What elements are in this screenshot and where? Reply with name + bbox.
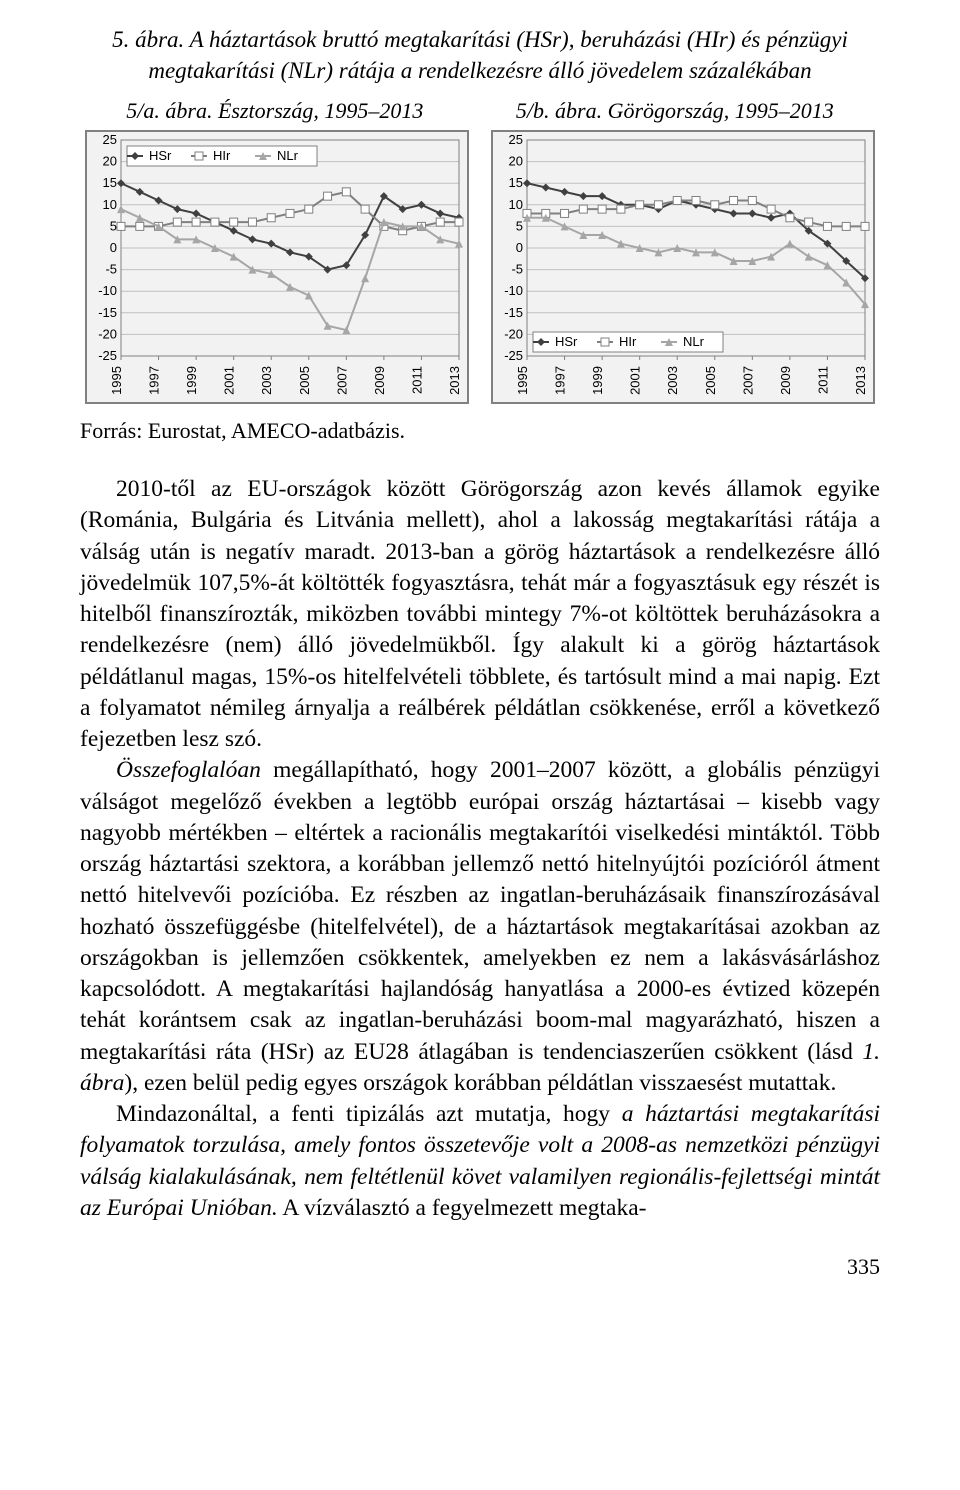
legend-label-NLr: NLr [277, 148, 299, 163]
marker-square [230, 218, 238, 226]
legend-label-HSr: HSr [555, 334, 578, 349]
marker-square [455, 218, 463, 226]
svg-text:15: 15 [103, 175, 117, 190]
marker-square [561, 210, 569, 218]
svg-text:2009: 2009 [372, 366, 387, 395]
legend-label-HIr: HIr [619, 334, 637, 349]
marker-square [305, 205, 313, 213]
legend-label-NLr: NLr [683, 334, 705, 349]
svg-text:10: 10 [103, 197, 117, 212]
marker-square [823, 222, 831, 230]
chart-a-estonia: 25 20 15 10 5 0 -5 -10 -15 -20 -25 1995 1997 1999 2001… [85, 130, 469, 404]
svg-text:2007: 2007 [334, 366, 349, 395]
marker-square [805, 218, 813, 226]
svg-text:2009: 2009 [778, 366, 793, 395]
marker-square [286, 210, 294, 218]
marker-square [436, 218, 444, 226]
marker-square [617, 205, 625, 213]
charts-row: 2520151050-5-10-15-20-251995199719992001… [80, 130, 880, 404]
marker-square [173, 218, 181, 226]
svg-text:-10: -10 [504, 283, 523, 298]
svg-text:0: 0 [516, 240, 523, 255]
chart-svg: 25 20 15 10 5 0 -5 -10 -15 -20 -25 1995 1997 1999 2001… [493, 132, 873, 402]
marker-square [136, 222, 144, 230]
marker-square [211, 218, 219, 226]
svg-text:-20: -20 [504, 326, 523, 341]
paragraph: 2010-től az EU-országok között Görögorsz… [80, 474, 880, 755]
svg-text:2001: 2001 [222, 366, 237, 395]
svg-text:-15: -15 [504, 305, 523, 320]
svg-text:-15: -15 [98, 305, 117, 320]
svg-text:-5: -5 [105, 262, 117, 277]
svg-text:2007: 2007 [740, 366, 755, 395]
marker-square [342, 188, 350, 196]
marker-square [673, 197, 681, 205]
marker-square [117, 222, 125, 230]
marker-square [195, 152, 203, 160]
svg-text:2013: 2013 [447, 366, 462, 395]
svg-text:1995: 1995 [515, 366, 530, 395]
svg-text:1999: 1999 [184, 366, 199, 395]
svg-text:-25: -25 [98, 348, 117, 363]
marker-square [748, 197, 756, 205]
chart-svg: 25 20 15 10 5 0 -5 -10 -15 -20 -25 1995 1997 1999 2001… [87, 132, 467, 402]
marker-square [192, 218, 200, 226]
marker-square [324, 192, 332, 200]
svg-text:2003: 2003 [259, 366, 274, 395]
svg-text:2003: 2003 [665, 366, 680, 395]
chart-b-greece: 25 20 15 10 5 0 -5 -10 -15 -20 -25 1995 1997 1999 2001… [491, 130, 875, 404]
marker-square [767, 205, 775, 213]
marker-square [267, 214, 275, 222]
svg-text:0: 0 [110, 240, 117, 255]
svg-text:5: 5 [110, 218, 117, 233]
figure-source: Forrás: Eurostat, AMECO-adatbázis. [80, 418, 880, 444]
legend-label-HSr: HSr [149, 148, 172, 163]
svg-text:25: 25 [103, 132, 117, 147]
svg-text:2011: 2011 [815, 366, 830, 394]
marker-square [248, 218, 256, 226]
legend-label-HIr: HIr [213, 148, 231, 163]
svg-text:2001: 2001 [628, 366, 643, 395]
marker-square [654, 201, 662, 209]
subcaption-a: 5/a. ábra. Észtország, 1995–2013 [126, 98, 423, 124]
marker-square [636, 201, 644, 209]
marker-square [861, 222, 869, 230]
marker-square [692, 197, 700, 205]
svg-text:2005: 2005 [703, 366, 718, 395]
svg-text:-20: -20 [98, 326, 117, 341]
page-number: 335 [80, 1254, 880, 1280]
body-text: 2010-től az EU-országok között Görögorsz… [80, 474, 880, 1224]
marker-square [579, 205, 587, 213]
marker-square [786, 214, 794, 222]
paragraph: Összefoglalóan megállapítható, hogy 2001… [80, 755, 880, 1099]
svg-text:20: 20 [509, 154, 523, 169]
svg-text:25: 25 [509, 132, 523, 147]
marker-square [711, 201, 719, 209]
svg-text:1997: 1997 [553, 366, 568, 395]
subcaption-b: 5/b. ábra. Görögország, 1995–2013 [516, 98, 834, 124]
marker-square [601, 338, 609, 346]
marker-square [361, 205, 369, 213]
paragraph: Mindazonáltal, a fenti tipizálás azt mut… [80, 1099, 880, 1224]
svg-text:2013: 2013 [853, 366, 868, 395]
svg-text:-10: -10 [98, 283, 117, 298]
subcaption-row: 5/a. ábra. Észtország, 1995–2013 5/b. áb… [80, 98, 880, 124]
svg-text:1995: 1995 [109, 366, 124, 395]
marker-square [730, 197, 738, 205]
marker-square [598, 205, 606, 213]
svg-text:-25: -25 [504, 348, 523, 363]
svg-text:-5: -5 [511, 262, 523, 277]
svg-text:15: 15 [509, 175, 523, 190]
marker-square [842, 222, 850, 230]
svg-text:2005: 2005 [297, 366, 312, 395]
svg-text:10: 10 [509, 197, 523, 212]
svg-text:1999: 1999 [590, 366, 605, 395]
svg-text:5: 5 [516, 218, 523, 233]
svg-text:20: 20 [103, 154, 117, 169]
svg-text:2011: 2011 [409, 366, 424, 394]
svg-text:1997: 1997 [147, 366, 162, 395]
figure-title: 5. ábra. A háztartások bruttó megtakarít… [80, 24, 880, 86]
